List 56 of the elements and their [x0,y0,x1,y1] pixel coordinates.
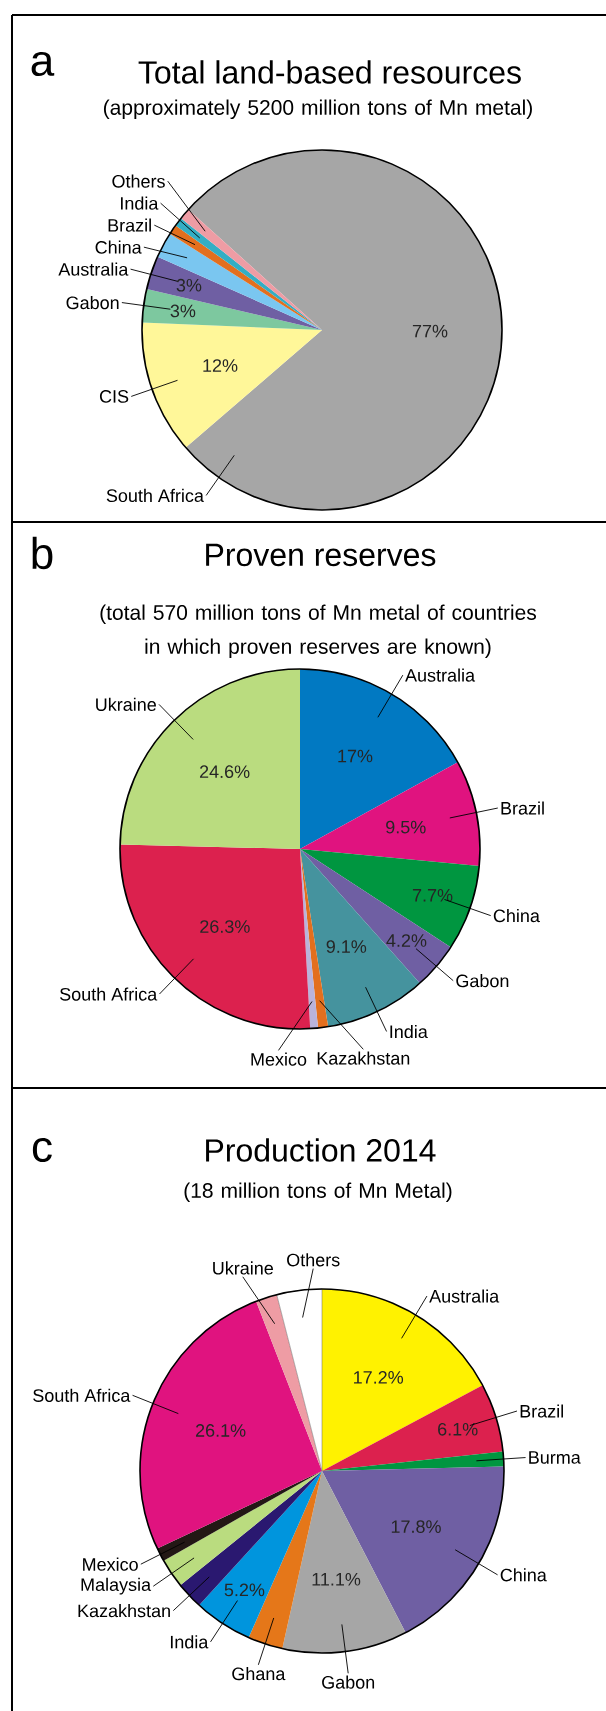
slice-label: South Africa [59,987,158,1001]
slice-label: China [493,909,540,923]
slice-label: Malaysia [81,1577,152,1595]
slice-label: Brazil [108,218,151,232]
data-label: 5.2% [224,1583,265,1597]
slice-label: Others [287,1253,340,1267]
slice-label: Gabon [456,974,509,988]
data-label: 3% [176,278,202,292]
slice-label: CIS [99,390,129,403]
data-label: 9.5% [386,820,426,834]
text: c [32,1137,52,1163]
data-label: 26.1% [195,1424,246,1437]
data-label: 17.8% [391,1520,441,1533]
slice-label: South Africa [106,488,204,503]
slice-label: Brazil [501,801,544,815]
slice-label: Australia [405,668,476,682]
slice-label: Ukraine [96,697,156,711]
slice-label: Mexico [251,1052,307,1066]
text: a [31,51,55,77]
slice-label: India [121,196,159,210]
data-label: 4.2% [386,934,427,947]
chart-subtitle: (approximately 5200 million tons of Mn metal) [103,99,532,120]
slice-label: Others [112,174,165,188]
chart-title: Production 2014 [206,1138,436,1162]
slice-label: India [170,1635,209,1649]
chart-title: Total land-based resources [138,60,521,84]
slice-label: Gabon [66,295,119,310]
data-label: 77% [412,324,448,338]
data-label: 3% [170,304,196,318]
chart-subtitle: (18 million tons of Mn Metal) [184,1182,452,1203]
slice-label: China [95,240,142,254]
slice-label: Kazakhstan [317,1051,410,1065]
data-label: 12% [203,359,238,372]
slice-label: Ghana [232,1667,286,1681]
data-label: 7.7% [412,889,453,902]
data-label: 26.3% [200,920,250,933]
data-label: 9.1% [326,940,367,953]
data-label: 17.2% [354,1371,404,1384]
slice-label: Mexico [83,1557,138,1571]
data-label: 17% [338,749,373,763]
data-label: 6.1% [438,1422,478,1436]
slice-label: Australia [58,262,129,276]
slice-label: Brazil [520,1404,563,1418]
data-label: 11.1% [312,1573,361,1586]
slice-label: India [390,1024,428,1039]
chart-subtitle: (total 570 million tons of Mn metal of countries in which proven reserves are known) [100,604,537,659]
slice-label: China [500,1568,547,1582]
slice-label: South Africa [33,1388,131,1402]
slice-label: Gabon [322,1675,375,1689]
data-label: 24.6% [199,765,250,779]
slice-label: Kazakhstan [78,1604,170,1618]
chart-title: Proven reserves [206,543,436,567]
slice-label: Burma [529,1451,581,1464]
text: b [32,536,53,570]
slice-label: Ukraine [213,1261,273,1275]
slice-label: Australia [429,1289,500,1303]
